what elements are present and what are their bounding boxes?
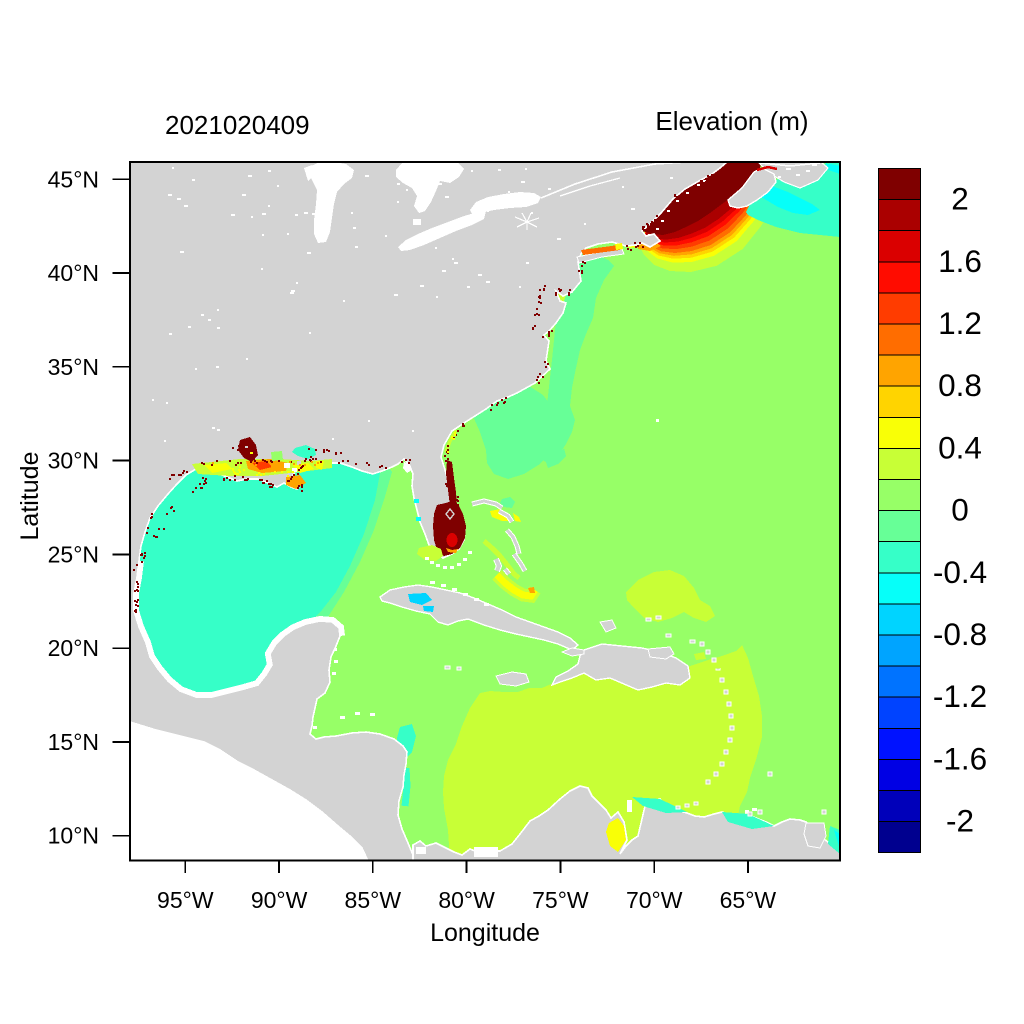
svg-text:0.4: 0.4	[938, 429, 982, 465]
svg-text:40°N: 40°N	[48, 260, 99, 286]
svg-text:35°N: 35°N	[48, 354, 99, 380]
svg-text:85°W: 85°W	[345, 887, 402, 913]
svg-text:-0.4: -0.4	[933, 554, 987, 590]
svg-text:25°N: 25°N	[48, 541, 99, 567]
svg-text:2: 2	[951, 181, 969, 217]
svg-text:65°W: 65°W	[720, 887, 777, 913]
svg-text:Latitude: Latitude	[16, 452, 44, 541]
svg-text:-1.2: -1.2	[933, 678, 987, 714]
svg-text:1.2: 1.2	[938, 305, 982, 341]
svg-text:80°W: 80°W	[438, 887, 495, 913]
svg-text:0: 0	[951, 492, 969, 528]
svg-text:0.8: 0.8	[938, 367, 982, 403]
svg-text:95°W: 95°W	[157, 887, 214, 913]
svg-text:-0.8: -0.8	[933, 616, 987, 652]
svg-text:-2: -2	[946, 803, 974, 839]
svg-text:70°W: 70°W	[626, 887, 683, 913]
svg-text:20°N: 20°N	[48, 635, 99, 661]
svg-text:10°N: 10°N	[48, 823, 99, 849]
svg-text:-1.6: -1.6	[933, 740, 987, 776]
svg-text:90°W: 90°W	[251, 887, 308, 913]
svg-text:1.6: 1.6	[938, 243, 982, 279]
svg-text:30°N: 30°N	[48, 448, 99, 474]
svg-text:75°W: 75°W	[532, 887, 589, 913]
svg-text:Elevation (m): Elevation (m)	[655, 106, 808, 136]
svg-text:15°N: 15°N	[48, 729, 99, 755]
svg-text:2021020409: 2021020409	[165, 110, 310, 140]
svg-text:45°N: 45°N	[48, 166, 99, 192]
svg-text:Longitude: Longitude	[430, 919, 540, 947]
